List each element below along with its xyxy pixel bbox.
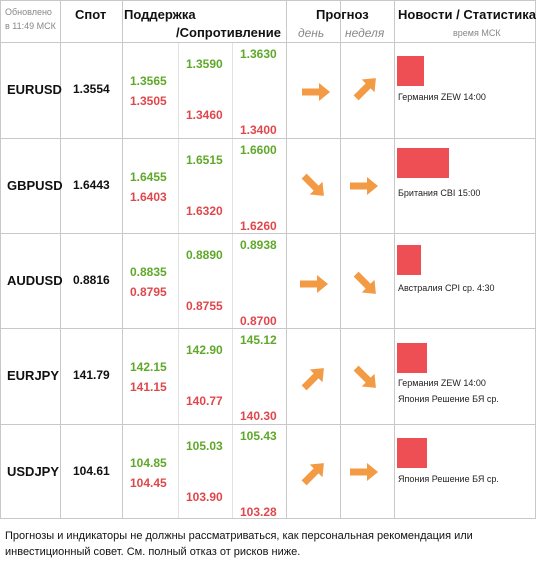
- news-item: Германия ZEW 14:00: [398, 92, 486, 102]
- news-item: Япония Решение БЯ ср.: [398, 394, 499, 404]
- grid-line: [340, 0, 341, 518]
- grid-line: [0, 138, 536, 139]
- arrow-week: [350, 463, 378, 481]
- grid-line: [0, 328, 536, 329]
- spot-price: 141.79: [73, 368, 110, 382]
- resistance-level: 1.3565: [130, 74, 167, 88]
- spot-price: 1.6443: [73, 178, 110, 192]
- news-item: Британия CBI 15:00: [398, 188, 481, 198]
- support-level: 103.90: [186, 490, 223, 504]
- spot-price: 104.61: [73, 464, 110, 478]
- pair-name: GBPUSD: [7, 178, 63, 193]
- support-level: 1.6320: [186, 204, 223, 218]
- arrow-day: [297, 456, 331, 490]
- column-header: день: [298, 26, 325, 40]
- news-item: Япония Решение БЯ ср.: [398, 474, 499, 484]
- column-header: Новости / Статистика: [398, 7, 536, 22]
- support-level: 1.6403: [130, 190, 167, 204]
- news-bar: [397, 438, 427, 468]
- arrow-week: [350, 177, 378, 195]
- grid-line: [122, 0, 123, 518]
- updated-label: Обновлено: [5, 7, 52, 17]
- arrow-day: [300, 275, 328, 293]
- support-level: 1.3505: [130, 94, 167, 108]
- news-bar: [397, 245, 421, 275]
- support-level: 1.6260: [240, 219, 277, 233]
- arrow-day: [297, 361, 331, 395]
- grid-line: [286, 0, 287, 518]
- support-level: 0.8755: [186, 299, 223, 313]
- resistance-level: 0.8890: [186, 248, 223, 262]
- resistance-level: 0.8938: [240, 238, 277, 252]
- resistance-level: 1.3590: [186, 57, 223, 71]
- resistance-level: 1.6455: [130, 170, 167, 184]
- arrow-day: [302, 83, 330, 101]
- support-level: 103.28: [240, 505, 277, 519]
- arrow-day: [297, 169, 331, 203]
- resistance-level: 1.6515: [186, 153, 223, 167]
- news-bar: [397, 56, 424, 86]
- updated-label: в 11:49 МСК: [5, 21, 56, 31]
- grid-line: [0, 42, 536, 43]
- pair-name: EURJPY: [7, 368, 60, 383]
- resistance-level: 1.3630: [240, 47, 277, 61]
- support-level: 1.3460: [186, 108, 223, 122]
- news-item: Германия ZEW 14:00: [398, 378, 486, 388]
- spot-price: 1.3554: [73, 82, 110, 96]
- grid-line: [0, 233, 536, 234]
- support-level: 141.15: [130, 380, 167, 394]
- grid-line: [60, 0, 61, 518]
- pair-name: EURUSD: [7, 82, 62, 97]
- resistance-level: 142.90: [186, 343, 223, 357]
- support-level: 140.77: [186, 394, 223, 408]
- grid-line: [0, 424, 536, 425]
- arrow-week: [349, 71, 383, 105]
- support-level: 140.30: [240, 409, 277, 423]
- grid-line: [232, 42, 233, 518]
- column-header: неделя: [345, 26, 385, 40]
- grid-line: [178, 42, 179, 518]
- column-header: Спот: [75, 7, 107, 22]
- arrow-week: [349, 361, 383, 395]
- support-level: 104.45: [130, 476, 167, 490]
- grid-line: [394, 0, 395, 518]
- column-header: Прогноз: [316, 7, 369, 22]
- resistance-level: 145.12: [240, 333, 277, 347]
- arrow-week: [349, 267, 383, 301]
- pair-name: AUDUSD: [7, 273, 63, 288]
- news-bar: [397, 343, 427, 373]
- news-bar: [397, 148, 449, 178]
- grid-line: [0, 0, 536, 1]
- support-level: 0.8700: [240, 314, 277, 328]
- spot-price: 0.8816: [73, 273, 110, 287]
- support-level: 0.8795: [130, 285, 167, 299]
- grid-line: [0, 518, 536, 519]
- resistance-level: 105.43: [240, 429, 277, 443]
- resistance-level: 0.8835: [130, 265, 167, 279]
- resistance-level: 104.85: [130, 456, 167, 470]
- support-level: 1.3400: [240, 123, 277, 137]
- resistance-level: 105.03: [186, 439, 223, 453]
- news-item: Австралия CPI ср. 4:30: [398, 283, 495, 293]
- disclaimer: Прогнозы и индикаторы не должны рассматр…: [5, 530, 473, 558]
- pair-name: USDJPY: [7, 464, 60, 479]
- column-header: Поддержка: [124, 7, 196, 22]
- resistance-level: 1.6600: [240, 143, 277, 157]
- column-header: /Сопротивление: [176, 25, 281, 40]
- grid-line: [0, 0, 1, 518]
- resistance-level: 142.15: [130, 360, 167, 374]
- column-header: время МСК: [453, 28, 501, 38]
